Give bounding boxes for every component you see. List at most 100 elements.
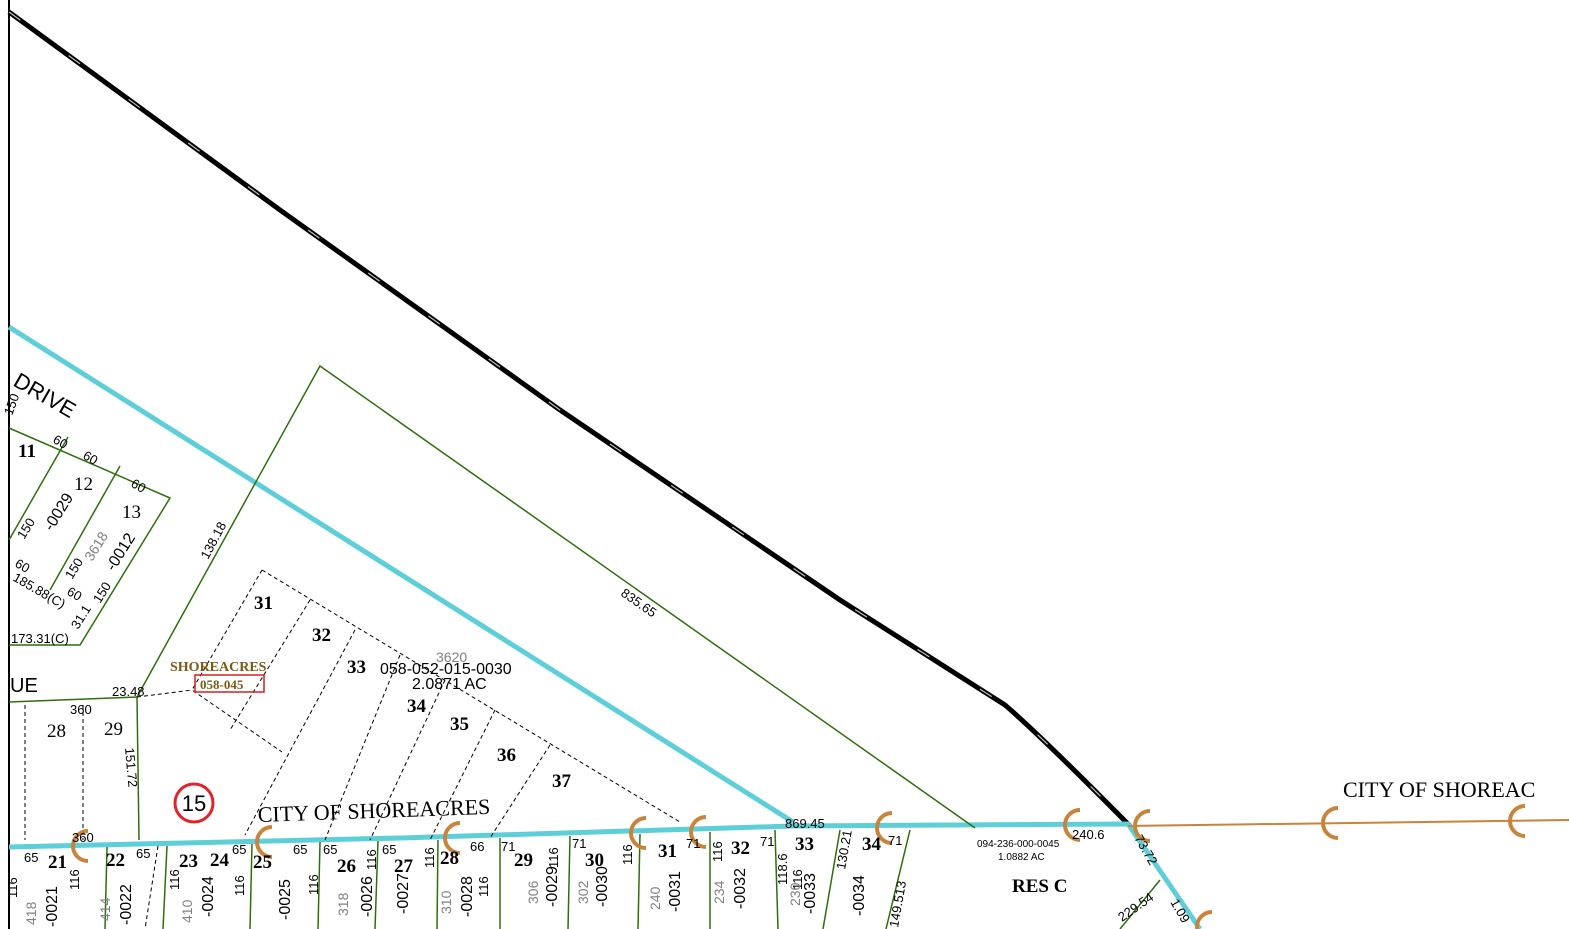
depth-dim: 116 bbox=[364, 849, 379, 870]
bottom-lot-28: 28 bbox=[440, 848, 459, 869]
bottom-lot-33: 33 bbox=[795, 834, 814, 855]
inner-lot-31: 31 bbox=[254, 593, 273, 614]
annex-marker-icon bbox=[1063, 808, 1081, 842]
city-limit-diagonal bbox=[7, 324, 795, 825]
map-number: 15 bbox=[182, 791, 206, 816]
depth-dim: 116 bbox=[476, 876, 491, 897]
dim-118: 118.6 bbox=[775, 853, 790, 885]
dim-240: 240.6 bbox=[1072, 827, 1105, 842]
dim-73: 73.72 bbox=[1131, 832, 1160, 868]
main-parcel-area: 2.0871 AC bbox=[412, 676, 487, 693]
inner-lot-numbers: 31 32 33 34 35 36 37 bbox=[254, 593, 572, 792]
upper-dim-4: 60 bbox=[129, 476, 149, 496]
dim-869: 869.45 bbox=[785, 816, 825, 831]
bottom-lot-26: 26 bbox=[337, 856, 356, 877]
street-label-avenue: UE bbox=[10, 675, 38, 697]
inner-lot-36: 36 bbox=[497, 745, 516, 766]
dim-360a: 360 bbox=[70, 702, 92, 717]
parcel-id: -0025 bbox=[277, 879, 294, 920]
upper-dim-10: 185.88(C) bbox=[11, 570, 69, 612]
frontage-dim: 71 bbox=[686, 836, 700, 851]
frontage-dim: 65 bbox=[382, 842, 396, 857]
dim-149: 149.513 bbox=[886, 880, 909, 929]
upper-dim-11: 173.31(C) bbox=[11, 631, 69, 646]
upper-dim-8: 60 bbox=[65, 584, 85, 604]
depth-dimensions: 116 116 116 116 116 116 116 116 116 116 116 116 bbox=[5, 841, 805, 898]
parcel-address: 230 bbox=[787, 882, 803, 906]
upper-dim-9: 150 bbox=[90, 579, 114, 605]
depth-dim: 116 bbox=[232, 875, 247, 896]
bottom-lot-numbers: 21 22 23 24 25 26 27 28 29 30 31 32 33 34 bbox=[48, 834, 882, 877]
bottom-lot-25: 25 bbox=[253, 852, 272, 873]
frontage-dim: 71 bbox=[572, 836, 586, 851]
dim-151: 151.72 bbox=[122, 747, 140, 788]
bottom-lot-34: 34 bbox=[862, 834, 882, 855]
parcel-id: -0024 bbox=[200, 876, 217, 917]
parcel-id: -0031 bbox=[667, 871, 684, 912]
upper-dim-1: 150 bbox=[1, 392, 23, 418]
annex-marker-icon bbox=[689, 815, 707, 849]
subdivision-code-box bbox=[194, 674, 265, 693]
parcel-id: -0021 bbox=[44, 886, 61, 927]
annex-marker-icon bbox=[255, 825, 273, 859]
upper-dim-6: 60 bbox=[13, 556, 33, 576]
bottom-lot-32: 32 bbox=[731, 838, 750, 859]
parcel-id: -0026 bbox=[359, 876, 376, 917]
annex-marker-icon bbox=[1508, 804, 1526, 838]
frontage-dim: 66 bbox=[470, 839, 484, 854]
frontage-dim: 71 bbox=[888, 833, 902, 848]
parcel-id: -0033 bbox=[802, 873, 819, 914]
inner-lot-37: 37 bbox=[552, 771, 572, 792]
depth-dim: 116 bbox=[790, 869, 805, 890]
bottom-lot-21: 21 bbox=[48, 852, 67, 873]
parcel-boundaries bbox=[8, 364, 1161, 929]
main-parcel-address: 3620 bbox=[436, 649, 467, 665]
depth-dim: 116 bbox=[306, 874, 321, 895]
frontage-dim: 65 bbox=[136, 846, 150, 861]
annexation-line bbox=[1127, 819, 1569, 827]
inner-lot-35: 35 bbox=[450, 714, 469, 735]
subdivision-name: SHOREACRES bbox=[170, 660, 267, 675]
frontage-dim: 65 bbox=[293, 842, 307, 857]
upper-dim-7: 150 bbox=[62, 555, 86, 581]
parcel-address: 418 bbox=[23, 901, 39, 925]
frontage-dimensions: 65 65 65 65 65 65 66 71 71 71 71 71 bbox=[24, 833, 902, 865]
parcel-address: 414 bbox=[97, 897, 113, 921]
frontage-dim: 71 bbox=[760, 834, 774, 849]
parcel-address: 410 bbox=[179, 899, 195, 923]
dim-360b: 360 bbox=[72, 830, 94, 845]
dim-109: 1.09 bbox=[1167, 896, 1193, 925]
depth-dim: 116 bbox=[67, 869, 82, 890]
frontage-dim: 65 bbox=[323, 842, 337, 857]
parcel-address: 234 bbox=[711, 880, 727, 904]
dim-229: 229.54 bbox=[1115, 889, 1156, 924]
bottom-lot-31: 31 bbox=[658, 841, 677, 862]
bottom-lot-22: 22 bbox=[106, 850, 125, 871]
upper-lot-numbers: 28 29 bbox=[47, 719, 123, 742]
parcel-id: -0022 bbox=[118, 884, 135, 925]
parcel-id: -0028 bbox=[459, 876, 476, 917]
inner-lot-33: 33 bbox=[347, 657, 366, 678]
parcel-addresses: 418 414 410 318 310 306 302 240 234 230 bbox=[23, 880, 803, 925]
railroad-line bbox=[7, 9, 1132, 828]
depth-dim: 116 bbox=[620, 844, 635, 865]
bottom-lot-24: 24 bbox=[210, 850, 230, 871]
res-c-area: 1.0882 AC bbox=[998, 852, 1045, 863]
bottom-lot-27: 27 bbox=[394, 856, 414, 877]
inner-lot-lines bbox=[24, 569, 681, 929]
dim-130: 130.21 bbox=[833, 829, 855, 871]
depth-dim: 116 bbox=[5, 877, 20, 898]
main-parcel-id: 058-052-015-0030 bbox=[380, 661, 512, 678]
res-c-label: RES C bbox=[1012, 876, 1067, 897]
annex-marker-icon bbox=[1321, 806, 1339, 840]
bottom-lot-23: 23 bbox=[179, 851, 198, 872]
parcel-id: -0032 bbox=[732, 868, 749, 909]
frontage-dim: 71 bbox=[501, 839, 515, 854]
parcel-id: -0029 bbox=[544, 866, 561, 907]
upper-lot-28: 28 bbox=[47, 721, 66, 742]
annex-marker-icon bbox=[875, 811, 893, 845]
upper-block-id-1: -0029 bbox=[41, 490, 77, 534]
upper-lot-13: 13 bbox=[122, 502, 141, 523]
parcel-id: -0034 bbox=[851, 875, 868, 916]
parcel-address: 240 bbox=[647, 886, 663, 910]
